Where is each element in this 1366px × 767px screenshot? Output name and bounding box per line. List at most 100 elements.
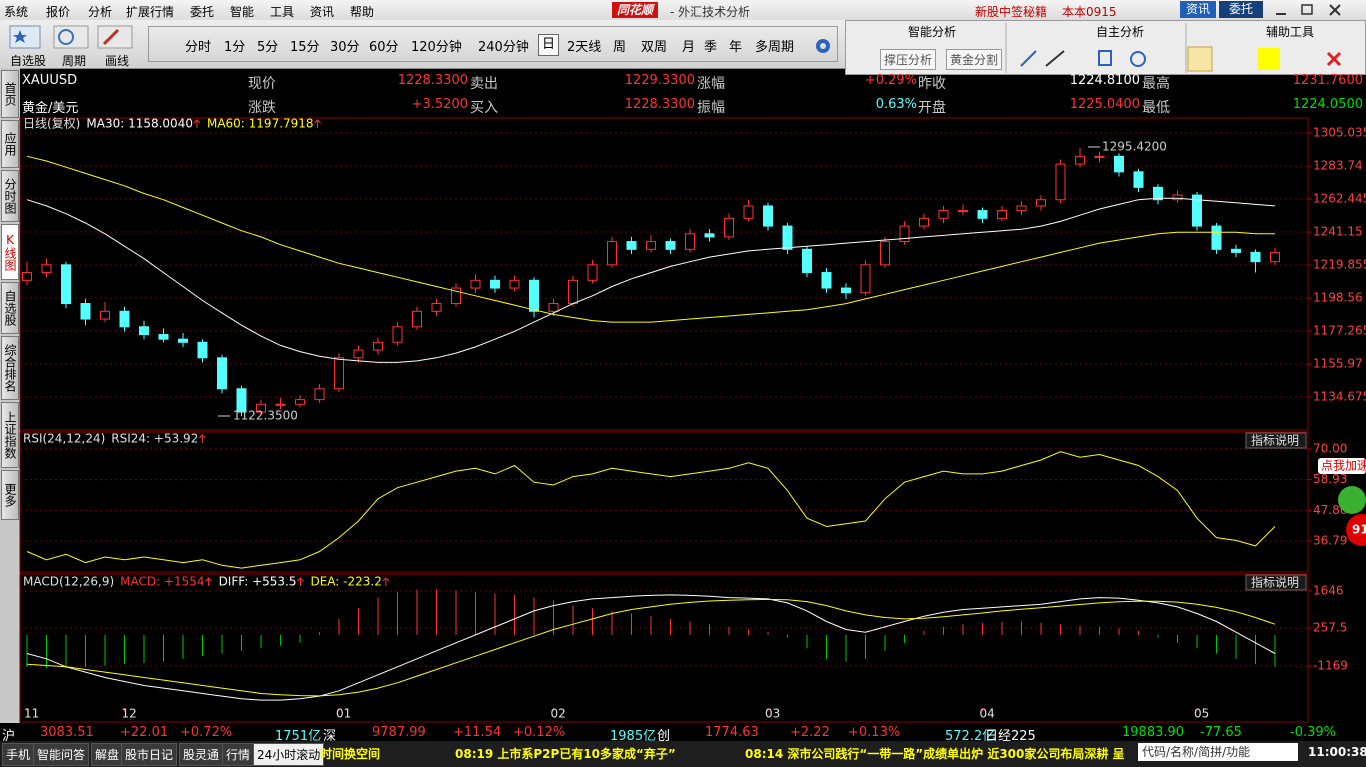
y-tick-label: -1169 [1313, 658, 1348, 672]
side-tab[interactable]: 自选股 [1, 282, 19, 334]
side-tab[interactable]: 分时图 [1, 170, 19, 222]
y-tick-label: 36.79 [1313, 533, 1347, 547]
window-controls [1276, 4, 1341, 16]
side-tab[interactable]: 综合排名 [1, 336, 19, 400]
news-item[interactable]: 08:19 上市系P2P已有10多家成“弃子” [455, 747, 676, 761]
period-button[interactable]: 双周 [641, 40, 668, 55]
period-button[interactable]: 1分 [224, 40, 246, 55]
candle-body [919, 217, 929, 227]
indicator-line [26, 594, 1276, 701]
toolbar-button[interactable]: 画线 [105, 54, 130, 68]
status-tab[interactable]: 解盘 [91, 743, 124, 766]
candle-body [392, 326, 403, 343]
ad-label-bg [1318, 458, 1366, 474]
ticker-item: +11.54 [453, 725, 502, 740]
help-box [1245, 432, 1307, 449]
ticker-item: 19883.90 [1122, 725, 1185, 740]
top-link[interactable]: 新股中签秘籍 [975, 5, 1048, 19]
side-tab[interactable]: K线图 [1, 224, 19, 280]
help-button[interactable]: 指标说明 [1251, 433, 1299, 448]
menu-item[interactable]: 扩展行情 [126, 5, 175, 19]
candle-body [646, 241, 656, 250]
status-tab[interactable]: 股市日记 [121, 743, 178, 766]
ticker-item: 1985亿 [610, 729, 657, 744]
x-tick-label: 02 [551, 707, 566, 721]
toolbar-button[interactable]: 周期 [62, 54, 87, 68]
side-tab[interactable]: 应用 [1, 120, 19, 168]
ticker-item: 1751亿 [275, 729, 322, 744]
menu-item[interactable]: 报价 [46, 5, 71, 19]
period-button[interactable]: 年 [729, 40, 743, 55]
period-button[interactable]: 分时 [185, 40, 212, 55]
menu-item[interactable]: 工具 [270, 5, 295, 19]
period-button[interactable]: 月 [682, 40, 696, 55]
tool-panel-frame [1005, 23, 1342, 73]
status-tab[interactable]: 24小时滚动 [253, 743, 325, 766]
period-button[interactable]: 2天线 [567, 40, 602, 55]
candle-body [821, 272, 832, 289]
ticker-item: +0.13% [848, 725, 901, 740]
status-tab[interactable]: 行情 [222, 743, 255, 766]
legend-entry: DEA: -223.2 [310, 575, 381, 589]
help-button[interactable]: 指标说明 [1251, 575, 1299, 590]
y-tick-label: 1155.97 [1313, 357, 1363, 371]
info-button[interactable]: 资讯 [1180, 1, 1216, 18]
ad-label[interactable]: 点我加速 [1321, 459, 1366, 473]
period-button[interactable]: 240分钟 [478, 40, 529, 55]
trade-button[interactable]: 委托 [1219, 1, 1263, 18]
period-button[interactable]: 120分钟 [411, 40, 462, 55]
candle-body [353, 349, 364, 359]
period-button[interactable]: 周 [613, 40, 627, 55]
candle-body [158, 334, 169, 340]
menu-item[interactable]: 系统 [4, 5, 29, 19]
x-tick-label: 11 [24, 707, 39, 721]
panel-frame [19, 117, 1309, 431]
period-button[interactable]: 60分 [369, 40, 399, 55]
quote-value: +3.5200 [411, 97, 468, 112]
side-tab[interactable]: 上证指数 [1, 402, 19, 468]
y-tick-label: 1283.74 [1313, 159, 1363, 173]
search-box[interactable]: 代码/名称/简拼/功能 [1138, 743, 1298, 761]
side-tab[interactable]: 首页 [1, 70, 19, 118]
period-button[interactable]: 多周期 [755, 40, 795, 55]
panel-button[interactable]: 撑压分析 [880, 49, 937, 70]
menu-item[interactable]: 智能 [230, 5, 255, 19]
y-tick-label: 1262.445 [1313, 192, 1366, 206]
menu-item[interactable]: 委托 [190, 5, 215, 19]
period-button[interactable]: 日 [538, 34, 560, 56]
headline[interactable]: 时间换空间 [320, 747, 381, 761]
candle-body [1231, 248, 1241, 253]
legend-arrow [382, 577, 390, 586]
y-tick-label: 1198.56 [1313, 291, 1363, 305]
period-button[interactable]: 5分 [257, 40, 279, 55]
clock: 11:00:38 [1308, 745, 1366, 759]
status-tab[interactable]: 智能问答 [33, 743, 90, 766]
period-button[interactable]: 15分 [290, 40, 320, 55]
period-button[interactable]: 30分 [330, 40, 360, 55]
panel-section: 智能分析 [908, 25, 957, 39]
ticker-item: +2.22 [790, 725, 830, 740]
ticker-item: -0.39% [1290, 725, 1336, 740]
top-link[interactable]: 本本0915 [1062, 5, 1117, 19]
candle-body [178, 338, 188, 343]
legend-entry: MACD: +1554 [120, 575, 204, 589]
period-frame [148, 26, 838, 62]
candle-body [295, 399, 305, 405]
menu-item[interactable]: 帮助 [350, 5, 375, 19]
menu-item[interactable]: 分析 [88, 5, 113, 19]
period-button[interactable]: 季 [704, 40, 718, 55]
y-tick-label: 47.86 [1313, 503, 1347, 517]
panel-section: 自主分析 [1096, 25, 1145, 39]
news-item[interactable]: 08:14 深市公司践行“一带一路”成绩单出炉 近300家公司布局深耕 呈 [745, 747, 1125, 761]
toolbar-button[interactable]: 自选股 [10, 54, 47, 68]
ticker-item: +0.72% [180, 725, 233, 740]
panel-button[interactable]: 黄金分割 [946, 49, 1003, 70]
status-tab[interactable]: 股灵通 [179, 743, 224, 766]
candle-body [314, 388, 325, 401]
side-tab[interactable]: 更多 [1, 470, 19, 520]
tool-panel: 智能分析 自主分析 辅助工具 撑压分析 黄金分割 [845, 20, 1366, 75]
menu-item[interactable]: 资讯 [310, 5, 335, 19]
candle-body [938, 210, 949, 219]
candle-body [529, 279, 539, 312]
status-tab[interactable]: 手机 [2, 743, 35, 766]
